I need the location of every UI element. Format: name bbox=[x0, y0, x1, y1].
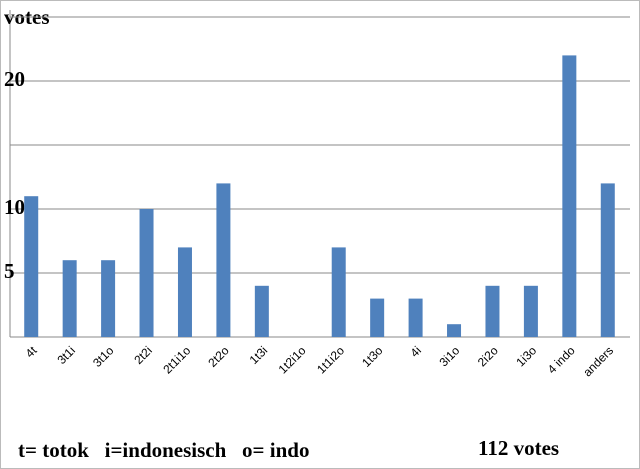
bar bbox=[216, 183, 231, 337]
y-tick-label: 10 bbox=[4, 195, 25, 219]
bar bbox=[600, 183, 615, 337]
x-tick-label: 3i1o bbox=[436, 343, 462, 369]
bar bbox=[24, 196, 39, 337]
bar bbox=[562, 55, 577, 338]
x-tick-label: 1i3o bbox=[513, 343, 539, 369]
x-tick-label: 4t bbox=[23, 343, 40, 360]
bar bbox=[370, 298, 385, 337]
x-tick-label: anders bbox=[580, 343, 616, 379]
bar bbox=[331, 247, 346, 337]
bar bbox=[485, 285, 500, 337]
x-tick-label: 2i2o bbox=[475, 343, 501, 369]
y-tick-label: 5 bbox=[4, 259, 15, 283]
x-tick-label: 2t2o bbox=[205, 343, 232, 370]
x-tick-label: 1t3i bbox=[247, 343, 271, 367]
x-tick-label: 3t1o bbox=[90, 343, 117, 370]
x-tick-label: 3t1i bbox=[54, 343, 78, 367]
x-tick-label: 2t2i bbox=[131, 343, 155, 367]
x-tick-label: 2t1i1o bbox=[160, 343, 193, 376]
bar bbox=[523, 285, 538, 337]
bar bbox=[447, 324, 462, 337]
x-tick-label: 4i bbox=[407, 343, 424, 360]
total-note: 112 votes bbox=[478, 436, 559, 460]
bar bbox=[62, 260, 77, 337]
legend-note: t= totok i=indonesisch o= indo bbox=[18, 438, 309, 462]
y-tick-label: 20 bbox=[4, 67, 25, 91]
bar bbox=[177, 247, 192, 337]
x-tick-label: 4 indo bbox=[545, 343, 578, 376]
bar bbox=[139, 209, 154, 337]
bar bbox=[408, 298, 423, 337]
bar bbox=[101, 260, 116, 337]
bar bbox=[254, 285, 269, 337]
x-tick-label: 1t3o bbox=[359, 343, 386, 370]
x-tick-label: 1t1i2o bbox=[314, 343, 347, 376]
x-tick-label: 1t2i1o bbox=[276, 343, 309, 376]
